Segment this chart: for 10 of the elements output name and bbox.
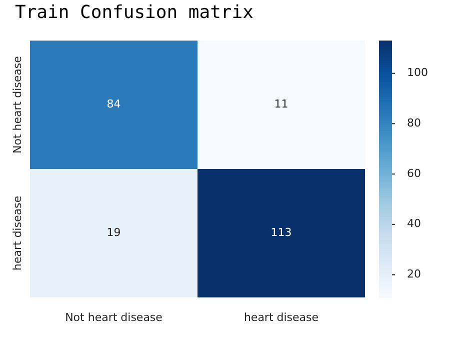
color-bar-label: 20 — [407, 268, 422, 281]
data-label: 84 — [106, 98, 121, 111]
data-label: 19 — [106, 226, 121, 240]
chart-title: Train Confusion matrix — [15, 2, 254, 23]
data-label: 113 — [270, 226, 292, 240]
color-bar-label: 80 — [407, 116, 422, 130]
data-label: 11 — [274, 98, 288, 111]
color-bar-label: 100 — [407, 66, 428, 80]
color-bar-label: 60 — [407, 166, 422, 180]
color-bar-label: 40 — [407, 217, 422, 230]
